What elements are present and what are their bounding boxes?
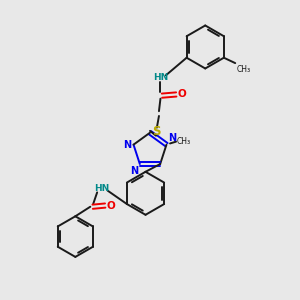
- Text: CH₃: CH₃: [177, 136, 191, 146]
- Text: N: N: [130, 166, 138, 176]
- Text: HN: HN: [153, 73, 168, 82]
- Text: CH₃: CH₃: [236, 64, 250, 74]
- Text: N: N: [168, 134, 176, 143]
- Text: O: O: [106, 200, 115, 211]
- Text: O: O: [178, 89, 186, 100]
- Text: N: N: [123, 140, 131, 150]
- Text: S: S: [152, 125, 160, 138]
- Text: HN: HN: [94, 184, 109, 193]
